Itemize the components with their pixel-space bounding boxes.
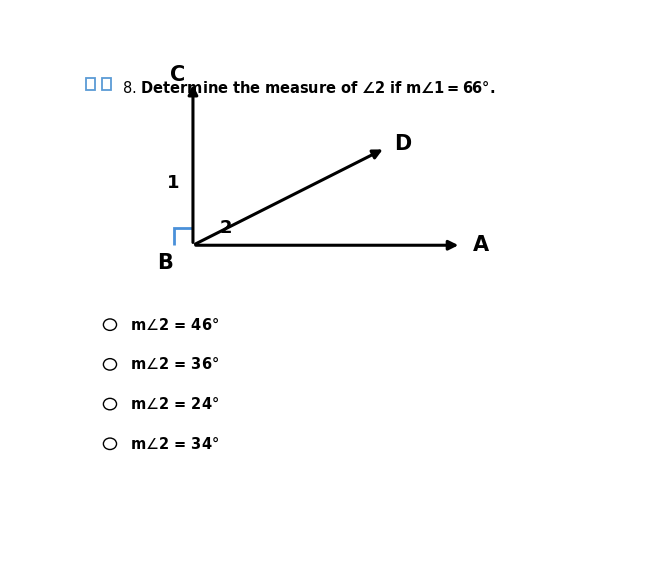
Text: m$\angle$2 = 46°: m$\angle$2 = 46° bbox=[130, 317, 219, 333]
Text: 1: 1 bbox=[167, 174, 179, 193]
Text: B: B bbox=[157, 253, 173, 273]
Text: D: D bbox=[394, 134, 411, 154]
Text: C: C bbox=[170, 65, 185, 85]
Text: 8. $\mathbf{Determine\ the\ measure\ of\ \angle 2\ if\ m\angle 1 = 66°.}$: 8. $\mathbf{Determine\ the\ measure\ of\… bbox=[122, 80, 495, 96]
Text: m$\angle$2 = 24°: m$\angle$2 = 24° bbox=[130, 396, 219, 412]
Text: m$\angle$2 = 34°: m$\angle$2 = 34° bbox=[130, 436, 219, 452]
Text: 2: 2 bbox=[219, 218, 232, 237]
Text: m$\angle$2 = 36°: m$\angle$2 = 36° bbox=[130, 356, 219, 372]
Text: A: A bbox=[473, 236, 490, 255]
